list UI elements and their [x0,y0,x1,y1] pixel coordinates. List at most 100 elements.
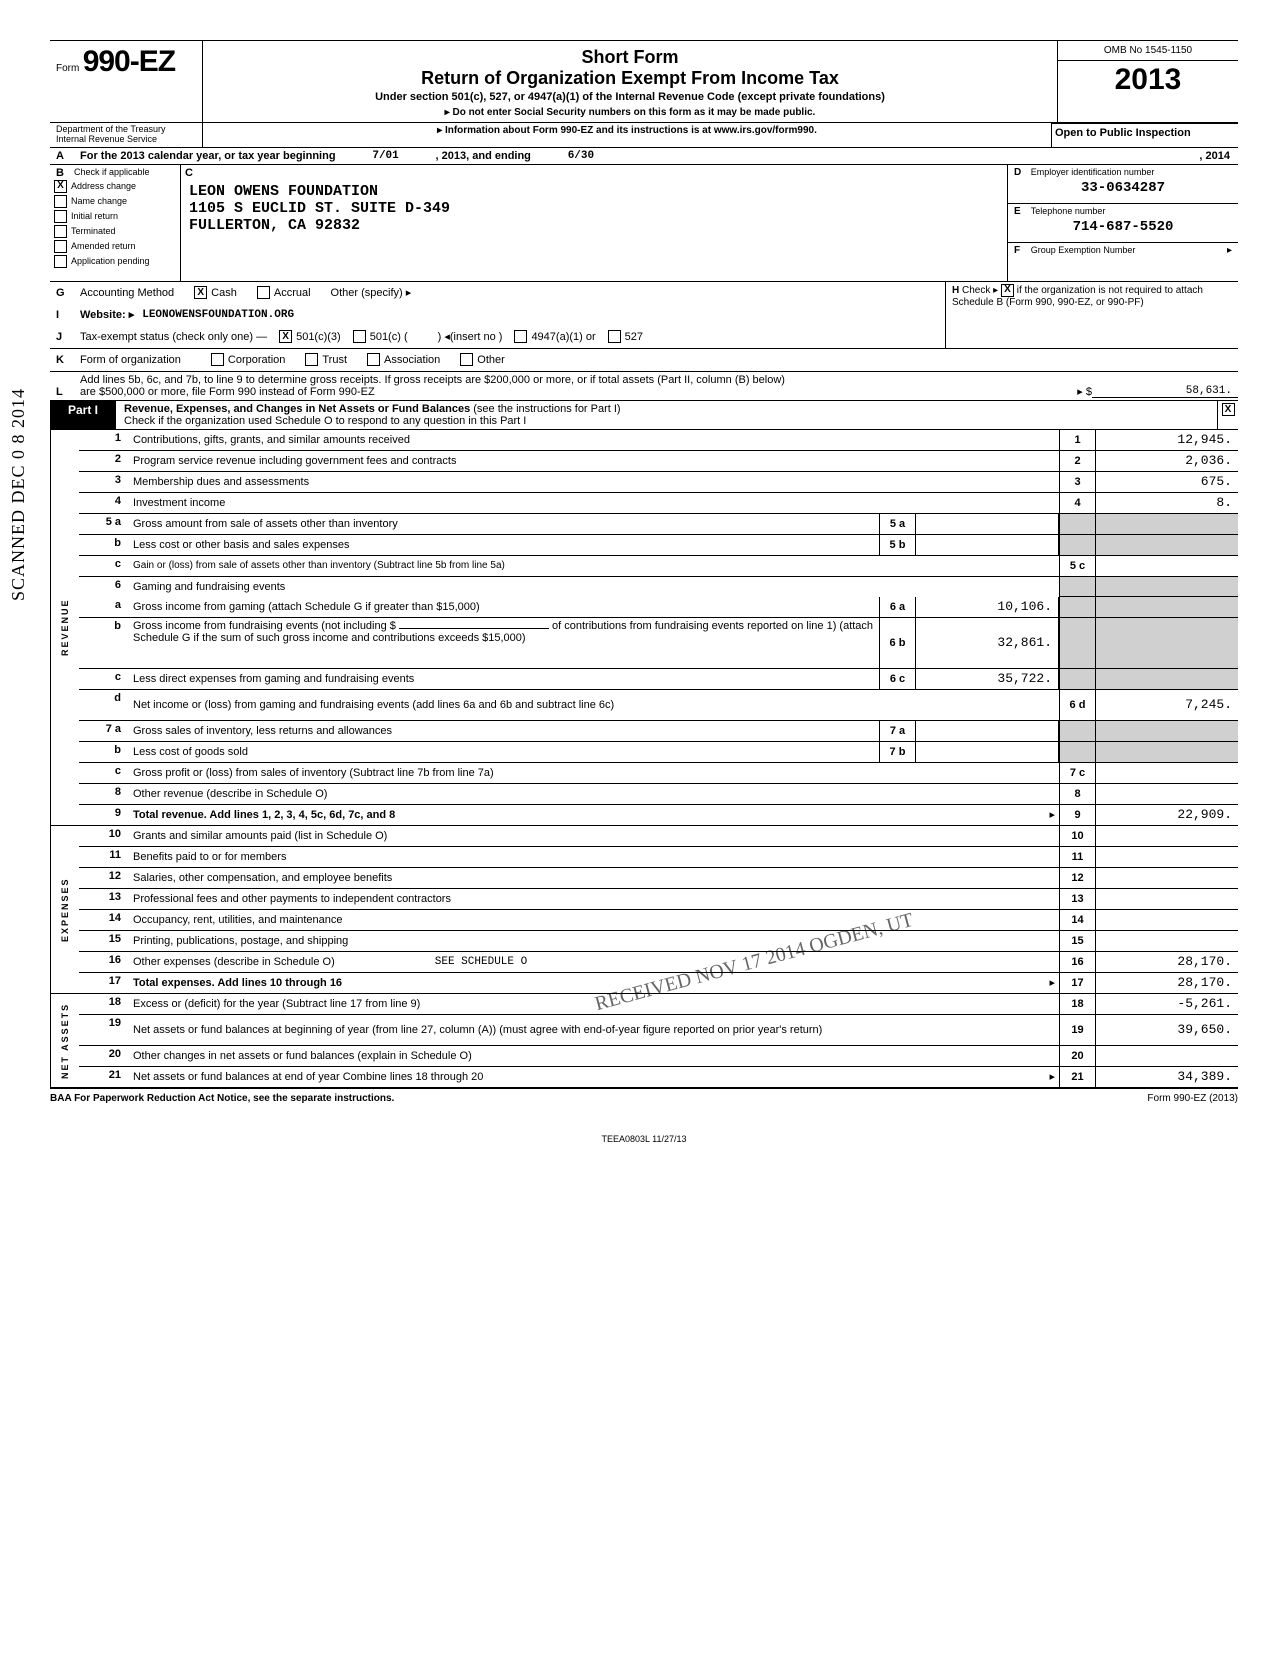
value-website: LEONOWENSFOUNDATION.ORG [142,309,294,321]
l6b-blank [399,628,549,629]
label-501c-suffix: ) ◂(insert no ) [438,330,503,343]
label-trust: Trust [322,354,347,366]
line-14: 14 Occupancy, rent, utilities, and maint… [79,910,1238,931]
label-other: Other [477,354,505,366]
letter-g: G [56,287,65,299]
label-4947: 4947(a)(1) or [531,331,595,343]
line-21: 21 Net assets or fund balances at end of… [79,1067,1238,1087]
l6b-desc: Gross income from fundraising events (no… [133,620,396,632]
line-18: 18 Excess or (deficit) for the year (Sub… [79,994,1238,1015]
letter-i: I [56,309,59,321]
line-6d: d Net income or (loss) from gaming and f… [79,690,1238,721]
col-def: D Employer identification number 33-0634… [1007,165,1238,281]
info-link: ▸ Information about Form 990-EZ and its … [203,123,1051,147]
row-g: G Accounting Method X Cash Accrual Other… [50,282,945,304]
label-initial-return: Initial return [71,211,118,221]
line-a-year-end: , 2014 [1199,150,1230,162]
check-terminated[interactable]: Terminated [50,224,180,239]
line-2: 2 Program service revenue including gove… [79,451,1238,472]
checkbox-corp[interactable] [211,353,224,366]
checkbox-501c3[interactable]: X [279,330,292,343]
col-b-header: Check if applicable [50,165,180,179]
form-page: SCANNED DEC 0 8 2014 Form 990-EZ Short F… [50,40,1238,1144]
checkbox-accrual[interactable] [257,286,270,299]
line-9: 9 Total revenue. Add lines 1, 2, 3, 4, 5… [79,805,1238,825]
label-corp: Corporation [228,354,285,366]
letter-d: D [1014,167,1028,178]
checkbox-4947[interactable] [514,330,527,343]
part-1-note: (see the instructions for Part I) [473,403,620,415]
checkbox-other[interactable] [460,353,473,366]
line-6b: b Gross income from fundraising events (… [79,618,1238,669]
revenue-section: REVENUE 1 Contributions, gifts, grants, … [50,430,1238,826]
dept-row: Department of the Treasury Internal Reve… [50,123,1238,148]
form-meta-box: OMB No 1545-1150 2013 [1057,41,1238,122]
form-title-2: Return of Organization Exempt From Incom… [213,68,1047,89]
label-527: 527 [625,331,643,343]
part-1-label: Part I [50,401,116,429]
line-17: 17 Total expenses. Add lines 10 through … [79,973,1238,993]
checkbox-501c[interactable] [353,330,366,343]
form-id-box: Form 990-EZ [50,41,203,122]
part-1-checkbox[interactable]: X [1217,401,1238,429]
l16-desc: Other expenses (describe in Schedule O) [133,956,335,968]
value-ein: 33-0634287 [1014,180,1232,196]
l-text: Add lines 5b, 6c, and 7b, to line 9 to d… [80,374,800,398]
footer-code: TEEA0803L 11/27/13 [50,1134,1238,1144]
footer-form: Form 990-EZ (2013) [1147,1093,1238,1104]
expenses-lines: 10 Grants and similar amounts paid (list… [79,826,1238,993]
form-warn-1: ▸ Do not enter Social Security numbers o… [213,107,1047,118]
line-10: 10 Grants and similar amounts paid (list… [79,826,1238,847]
checkbox-assoc[interactable] [367,353,380,366]
check-name-change[interactable]: Name change [50,194,180,209]
omb-number: OMB No 1545-1150 [1058,41,1238,61]
label-form-org: Form of organization [80,354,181,366]
checkbox-trust[interactable] [305,353,318,366]
label-group-ex: Group Exemption Number [1031,245,1136,255]
checkbox-address-change[interactable]: X [54,180,67,193]
line-16: 16 Other expenses (describe in Schedule … [79,952,1238,973]
col-b: B Check if applicable X Address change N… [50,165,181,281]
line-12: 12 Salaries, other compensation, and emp… [79,868,1238,889]
check-amended-return[interactable]: Amended return [50,239,180,254]
checkbox-terminated[interactable] [54,225,67,238]
arrow-icon: ▸ [1049,1070,1055,1083]
check-address-change[interactable]: X Address change [50,179,180,194]
l21-desc: Net assets or fund balances at end of ye… [133,1071,483,1083]
part-1-header: Part I Revenue, Expenses, and Changes in… [50,401,1238,430]
line-4: 4 Investment income 4 8. [79,493,1238,514]
dept-info: Department of the Treasury Internal Reve… [50,123,203,147]
checkbox-amended-return[interactable] [54,240,67,253]
letter-l: L [56,386,63,398]
line-a: A For the 2013 calendar year, or tax yea… [50,148,1238,165]
line-11: 11 Benefits paid to or for members 11 [79,847,1238,868]
label-terminated: Terminated [71,226,116,236]
checkbox-527[interactable] [608,330,621,343]
check-initial-return[interactable]: Initial return [50,209,180,224]
checkbox-name-change[interactable] [54,195,67,208]
checkbox-initial-return[interactable] [54,210,67,223]
line-a-mid: , 2013, and ending [436,150,531,162]
label-accounting: Accounting Method [80,287,174,299]
scanned-stamp: SCANNED DEC 0 8 2014 [8,388,29,601]
line-a-end: 6/30 [531,150,631,162]
part-1-check-text: Check if the organization used Schedule … [124,415,526,427]
label-accrual: Accrual [274,287,311,299]
checkbox-part1[interactable]: X [1222,403,1235,416]
form-number: 990-EZ [83,45,175,78]
org-addr-2: FULLERTON, CA 92832 [189,217,999,234]
checkbox-cash[interactable]: X [194,286,207,299]
netassets-lines: 18 Excess or (deficit) for the year (Sub… [79,994,1238,1087]
checkbox-application-pending[interactable] [54,255,67,268]
org-name: LEON OWENS FOUNDATION [189,183,999,200]
row-h: H Check ▸ X if the organization is not r… [945,282,1238,348]
arrow-icon: ▸ [1049,976,1055,989]
line-20: 20 Other changes in net assets or fund b… [79,1046,1238,1067]
check-application-pending[interactable]: Application pending [50,254,180,269]
part-1-desc: Revenue, Expenses, and Changes in Net As… [116,401,1217,429]
letter-a: A [56,150,74,162]
checkbox-sched-b[interactable]: X [1001,284,1014,297]
line-1: 1 Contributions, gifts, grants, and simi… [79,430,1238,451]
side-label-expenses: EXPENSES [50,826,79,993]
expenses-section: EXPENSES 10 Grants and similar amounts p… [50,826,1238,994]
